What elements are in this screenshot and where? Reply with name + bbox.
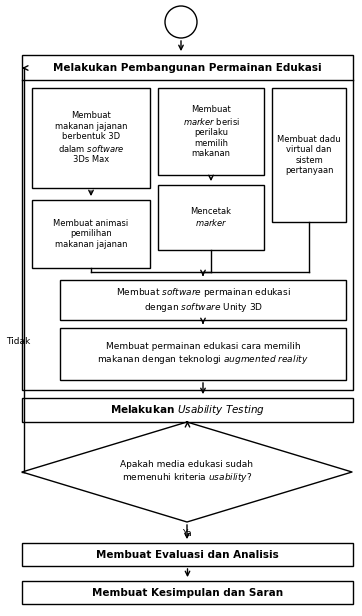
Text: Mencetak
$\it{marker}$: Mencetak $\it{marker}$ bbox=[190, 206, 232, 229]
Text: Membuat
$\it{marker}$ berisi
perilaku
memilih
makanan: Membuat $\it{marker}$ berisi perilaku me… bbox=[182, 105, 240, 158]
Bar bbox=[158, 88, 264, 175]
Circle shape bbox=[165, 6, 197, 38]
Text: Membuat permainan edukasi cara memilih
makanan dengan teknologi $\it{augmented\ : Membuat permainan edukasi cara memilih m… bbox=[97, 342, 309, 366]
Text: Membuat Evaluasi dan Analisis: Membuat Evaluasi dan Analisis bbox=[96, 549, 279, 559]
Bar bbox=[272, 88, 346, 222]
Text: Membuat Kesimpulan dan Saran: Membuat Kesimpulan dan Saran bbox=[92, 588, 283, 598]
Bar bbox=[22, 55, 353, 390]
Text: Apakah media edukasi sudah
memenuhi kriteria $\it{usability}$?: Apakah media edukasi sudah memenuhi krit… bbox=[121, 460, 253, 484]
Text: Membuat animasi
pemilihan
makanan jajanan: Membuat animasi pemilihan makanan jajana… bbox=[53, 219, 129, 249]
Text: Melakukan Pembangunan Permainan Edukasi: Melakukan Pembangunan Permainan Edukasi bbox=[53, 63, 322, 73]
Bar bbox=[22, 543, 353, 566]
Text: Membuat $\it{software}$ permainan edukasi
dengan $\it{software}$ Unity 3D: Membuat $\it{software}$ permainan edukas… bbox=[115, 286, 290, 314]
Text: Ya: Ya bbox=[182, 530, 192, 538]
Bar bbox=[22, 398, 353, 422]
Text: Membuat
makanan jajanan
berbentuk 3D
dalam $\it{software}$
3Ds Max: Membuat makanan jajanan berbentuk 3D dal… bbox=[55, 111, 127, 164]
Bar bbox=[32, 200, 150, 268]
Bar bbox=[60, 280, 346, 320]
Bar bbox=[60, 328, 346, 380]
Text: Membuat dadu
virtual dan
sistem
pertanyaan: Membuat dadu virtual dan sistem pertanya… bbox=[277, 135, 341, 175]
Text: Melakukan $\it{Usability\ Testing}$: Melakukan $\it{Usability\ Testing}$ bbox=[110, 403, 265, 417]
Text: Tidak: Tidak bbox=[6, 338, 30, 346]
Bar bbox=[22, 581, 353, 604]
Bar bbox=[158, 185, 264, 250]
Bar bbox=[32, 88, 150, 188]
